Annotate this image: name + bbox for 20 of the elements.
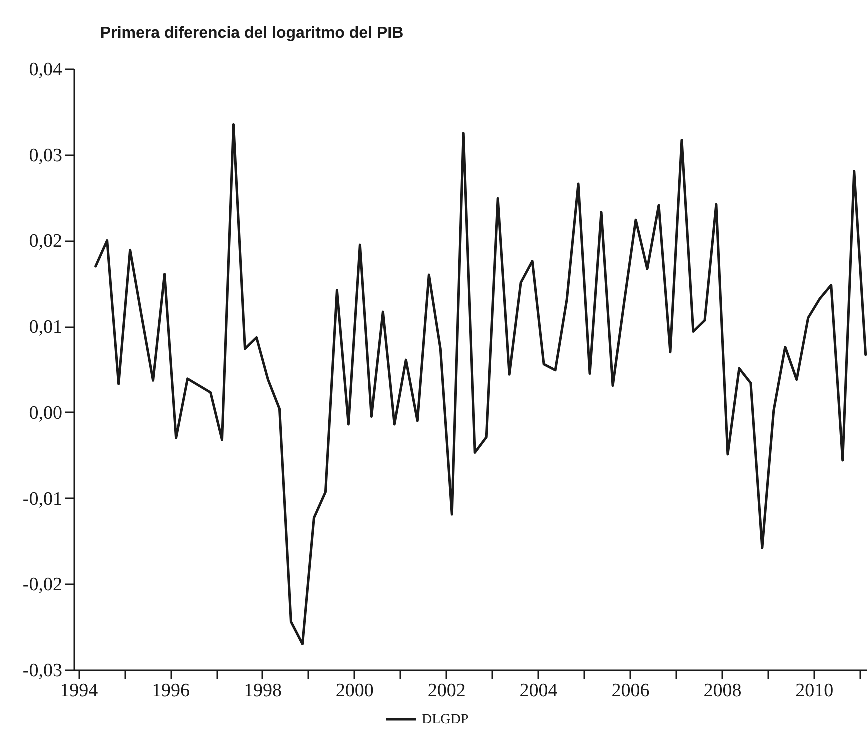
line-series — [94, 124, 867, 646]
y-tick-label: 0,02 — [29, 231, 62, 252]
y-tick-label: 0,04 — [29, 60, 63, 80]
x-tick-label: 1998 — [244, 680, 282, 702]
y-tick-label: 0,01 — [29, 317, 62, 338]
x-tick-label: 2000 — [336, 680, 374, 702]
x-tick-label: 2010 — [796, 680, 834, 702]
y-tick-label: -0,03 — [22, 660, 62, 682]
x-tick-label: 2004 — [520, 680, 558, 702]
y-tick-label: -0,02 — [22, 574, 62, 596]
x-tick-label: 2008 — [704, 680, 742, 702]
x-tick-label: 2002 — [428, 680, 466, 702]
y-tick-label: -0,01 — [22, 488, 62, 510]
chart-title: Primera diferencia del logaritmo del PIB — [100, 25, 404, 42]
x-tick-label: 2006 — [612, 680, 650, 702]
legend-label: DLGDP — [422, 712, 469, 728]
x-tick-label: 1994 — [60, 680, 99, 702]
x-tick-label: 1996 — [152, 680, 190, 702]
y-tick-label: 0,00 — [29, 402, 62, 424]
y-tick-label: 0,03 — [29, 145, 62, 166]
